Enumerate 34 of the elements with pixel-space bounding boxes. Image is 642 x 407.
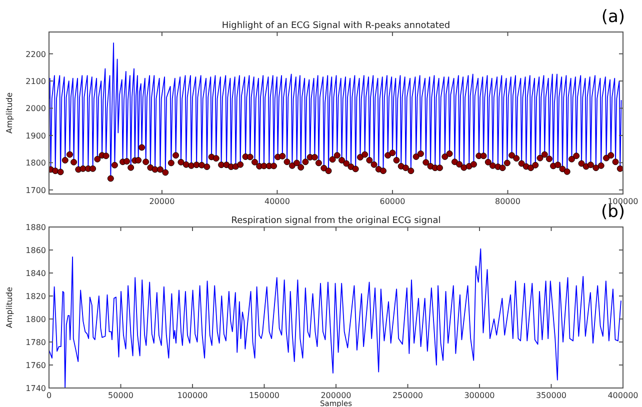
y-tick-label: 1760 — [26, 361, 46, 370]
x-tick-label: 250000 — [392, 391, 424, 400]
y-tick-label: 1860 — [26, 246, 46, 255]
x-tick-label: 40000 — [264, 197, 290, 206]
y-tick-label: 1800 — [26, 315, 46, 324]
y-tick-label: 1780 — [26, 338, 46, 347]
chart-title: Respiration signal from the original ECG signal — [231, 216, 441, 226]
y-tick-label: 2000 — [26, 104, 46, 114]
y-tick-label: 2100 — [26, 77, 46, 86]
chart-title: Highlight of an ECG Signal with R-peaks annotated — [222, 21, 450, 31]
x-tick-label: 20000 — [149, 197, 175, 206]
y-tick-label: 1740 — [26, 384, 46, 393]
x-tick-label: 300000 — [464, 391, 495, 400]
x-tick-label: 100000 — [177, 391, 208, 400]
x-tick-label: 80000 — [495, 197, 520, 206]
x-tick-label: 200000 — [320, 391, 352, 400]
x-tick-label: 50000 — [108, 391, 134, 400]
y-tick-label: 1900 — [26, 131, 46, 140]
y-axis-title: Amplitude — [5, 286, 14, 328]
y-axis-title: Amplitude — [5, 92, 14, 134]
x-tick-label: 60000 — [380, 197, 406, 206]
x-tick-label: 100000 — [608, 197, 638, 206]
y-tick-label: 2200 — [26, 50, 46, 59]
x-tick-label: 150000 — [248, 391, 280, 400]
text: (a) — [601, 7, 625, 27]
line-series — [49, 248, 622, 388]
y-tick-label: 1700 — [26, 186, 46, 195]
x-tick-label: 400000 — [608, 391, 638, 400]
y-tick-label: 1820 — [26, 292, 46, 301]
y-tick-label: 1800 — [26, 158, 46, 168]
y-tick-label: 1840 — [26, 269, 46, 278]
x-tick-label: 350000 — [536, 391, 567, 400]
y-tick-label: 1880 — [26, 223, 46, 232]
x-tick-label: 0 — [46, 391, 52, 400]
